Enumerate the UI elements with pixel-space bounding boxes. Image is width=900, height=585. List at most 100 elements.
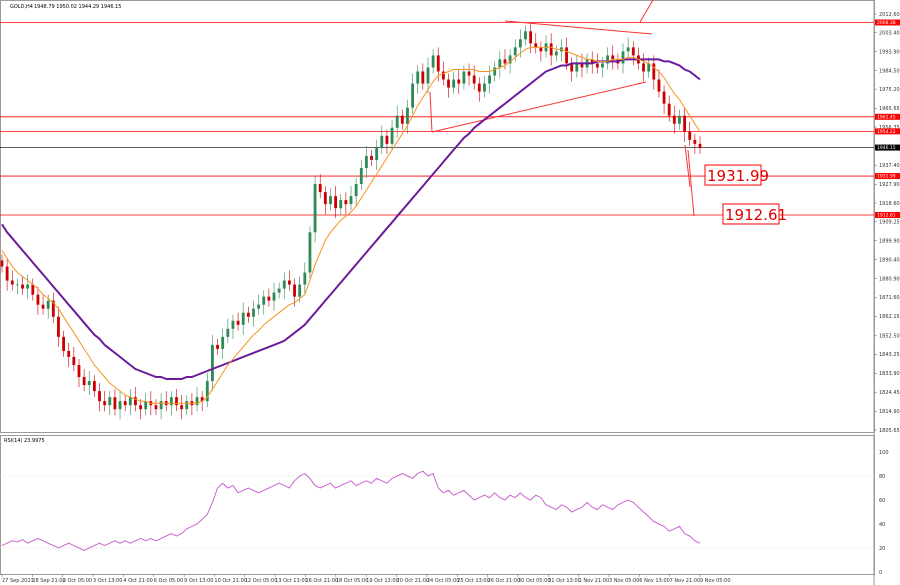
time-tick-label: 31 Oct 13:00 [548, 578, 581, 584]
candle-body [431, 55, 435, 68]
annotations-layer: 1931.99 1912.61 [704, 164, 787, 225]
candle-body [15, 284, 19, 286]
breakout-line [639, 0, 654, 23]
candle-body [354, 184, 358, 197]
candle-body [375, 147, 379, 160]
time-tick-label: 1 Nov 21:00 [579, 578, 610, 584]
candle-body [298, 284, 302, 297]
candle-body [195, 397, 199, 406]
candle-body [580, 63, 584, 68]
candle-body [590, 59, 594, 64]
time-tick-label: 2 Oct 05:00 [63, 578, 92, 584]
price-tick-label: 1993.90 [879, 49, 900, 55]
candle-body [246, 312, 250, 317]
price-tag-box [875, 211, 900, 218]
triangle-lower-trendline [431, 81, 647, 133]
price-tag-box [875, 113, 900, 120]
candle-body [400, 115, 404, 124]
time-tick-label: 28 Sep 21:00 [32, 578, 65, 584]
candle-body [611, 55, 615, 60]
candle-body [426, 67, 430, 84]
target-arrow-1 [684, 144, 691, 188]
target-annotation-label: 1912.61 [725, 206, 787, 224]
candle-body [0, 260, 4, 267]
candle-body [36, 294, 40, 305]
candle-body [380, 135, 384, 148]
candle-body [565, 47, 568, 64]
time-tick-label: 27 Sep 2023 [2, 578, 34, 584]
candle-body [406, 107, 409, 124]
target-annotation-box [704, 164, 762, 186]
price-tick-label: 1805.65 [879, 428, 900, 434]
price-tag-box [875, 144, 900, 151]
time-tick-label: 6 Oct 05:00 [154, 578, 183, 584]
time-tick-label: 12 Oct 05:00 [245, 578, 278, 584]
candle-body [508, 55, 512, 64]
rsi-tick-label: 60 [879, 498, 885, 504]
candle-body [339, 200, 343, 209]
price-tag-label: 1961.45 [877, 114, 896, 120]
candle-body [169, 397, 173, 406]
time-tick-label: 18 Oct 05:00 [336, 578, 369, 584]
candles-layer [0, 23, 702, 420]
candle-body [62, 336, 65, 351]
candle-body [21, 284, 24, 289]
candle-body [693, 139, 697, 144]
price-tag-label: 1931.99 [877, 174, 896, 180]
header-ohlc: 1948.79 1950.02 1944.29 1946.15 [34, 4, 121, 10]
price-tick-label: 1843.25 [879, 352, 900, 358]
candle-body [10, 280, 14, 285]
levels-layer [0, 22, 874, 216]
candle-body [82, 377, 86, 386]
price-tick-label: 1965.65 [879, 106, 900, 112]
candle-body [452, 79, 456, 88]
candle-body [570, 63, 574, 72]
candle-body [344, 200, 348, 205]
time-tick-label: 10 Oct 21:00 [214, 578, 247, 584]
candle-body [698, 143, 702, 148]
candle-body [113, 397, 117, 410]
candle-body [678, 115, 681, 124]
candle-body [411, 83, 414, 108]
time-tick-label: 9 Oct 13:00 [184, 578, 213, 584]
fast-moving-average-line [1, 46, 701, 404]
grid-layer [0, 475, 874, 549]
price-tick-label: 1899.90 [879, 238, 900, 244]
price-tick-label: 1984.50 [879, 68, 900, 74]
candle-body [180, 405, 184, 410]
candle-body [226, 328, 230, 337]
candle-body [77, 364, 81, 378]
rsi-tick-label: 40 [879, 522, 885, 528]
candle-body [575, 63, 579, 72]
candle-body [349, 196, 353, 205]
candle-body [92, 381, 96, 392]
candle-body [477, 83, 481, 92]
candle-body [447, 79, 450, 88]
candle-body [549, 43, 553, 56]
candle-body [601, 63, 604, 68]
candle-body [205, 381, 209, 402]
time-tick-label: 3 Nov 05:00 [609, 578, 640, 584]
candle-body [98, 391, 101, 402]
candle-body [51, 300, 55, 317]
candle-body [231, 320, 235, 329]
candle-body [257, 304, 261, 309]
candle-body [134, 397, 137, 406]
price-tick-label: 1814.90 [879, 409, 900, 415]
candle-body [216, 344, 219, 349]
candle-body [631, 47, 635, 56]
price-tag-label: 1954.22 [877, 129, 896, 135]
time-tick-label: 4 Oct 21:00 [123, 578, 152, 584]
candle-body [323, 192, 327, 205]
candle-body [103, 401, 107, 406]
candle-body [436, 55, 440, 72]
candle-body [652, 63, 656, 80]
price-tags-layer: 2008.38 1961.45 1954.22 1946.15 1931.99 1912.… [875, 19, 900, 219]
candle-body [87, 381, 91, 386]
rsi-line [1, 470, 701, 551]
rsi-header: RSI(14) 23.9975 [4, 438, 45, 444]
time-tick-label: 24 Oct 05:00 [427, 578, 460, 584]
